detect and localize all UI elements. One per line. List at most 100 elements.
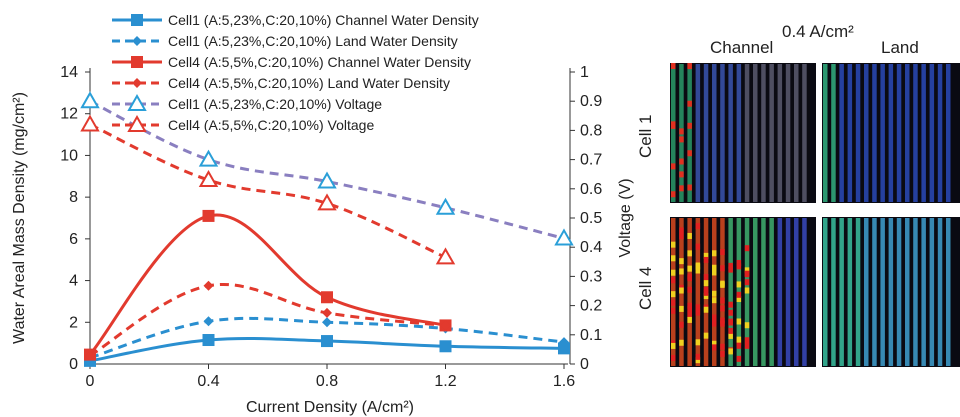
data-point [198,170,219,188]
image-speckle [712,314,717,321]
image-speckle [720,320,725,327]
image-speckle [736,336,742,343]
row-label-cell4: Cell 4 [636,266,655,310]
column-label-channel: Channel [710,38,774,57]
image-speckle [744,337,750,344]
image-speckle [679,158,684,165]
image-stripe [946,218,951,366]
image-speckle [679,171,684,178]
data-point [321,291,333,304]
image-speckle [712,290,717,297]
image-speckle [687,306,692,313]
image-stripe [831,64,836,202]
image-background [670,63,816,203]
y-tick-label: 14 [60,64,78,81]
series-line [88,213,446,356]
image-stripe [864,64,869,202]
axes-group: 0 0.4 0.8 1.2 1.6 0 2 4 6 8 10 12 14 0 0.1 0.2 0.3 0.4 0.5… [60,64,602,390]
image-speckle [728,327,733,334]
image-speckle [687,63,692,70]
image-stripe [855,64,861,202]
x-tick-label: 0.8 [316,373,338,390]
image-speckle [679,268,684,275]
image-speckle [720,343,725,350]
image-speckle [703,287,709,294]
image-stripe [769,64,774,202]
image-speckle [671,63,676,69]
image-speckle [744,287,750,294]
data-point [80,114,100,132]
image-stripe [720,64,725,202]
image-speckle [687,150,692,157]
legend-swatch-marker [131,56,143,68]
image-speckle [728,301,733,308]
image-speckle [679,233,684,240]
image-stripe [864,218,869,366]
image-stripe [761,64,766,202]
legend-label: Cell4 (A:5,5%,C:20,10%) Voltage [168,117,374,133]
image-stripe [802,218,807,366]
image-speckle [695,309,701,316]
series-6 [80,114,456,265]
legend: Cell1 (A:5,23%,C:20,10%) Channel Water D… [112,12,479,133]
y2-tick-label: 0.3 [580,268,602,285]
image-speckle [712,264,717,271]
image-stripe [777,218,783,366]
image-speckle [679,305,684,312]
data-point [559,337,569,348]
image-stripe [929,64,935,202]
series-line [89,123,447,259]
image-stripe [728,64,733,202]
image-stripe [839,218,844,366]
image-speckle [703,256,709,263]
image-stripe [695,218,701,366]
image-stripe [921,64,926,202]
series-line [89,283,446,357]
y-tick-label: 2 [69,314,78,331]
image-speckle [744,271,750,278]
image-speckle [703,280,709,287]
data-point [198,149,219,167]
image-speckle [695,263,701,270]
image-speckle [744,342,750,349]
image-speckle [679,258,684,265]
legend-swatch-marker [132,36,142,46]
image-speckle [720,350,725,357]
y2-tick-label: 0.1 [580,327,602,344]
image-speckle [679,227,684,234]
data-point [85,350,95,361]
image-speckle [671,255,676,262]
image-speckle [671,307,676,314]
image-speckle [679,339,684,346]
y2-tick-label: 0.4 [580,239,602,256]
image-speckle [695,304,701,311]
image-speckle [671,299,676,306]
series-group [80,91,574,367]
image-speckle [679,136,684,143]
y-tick-label: 12 [60,106,78,123]
x-tick-label: 0 [86,373,95,390]
data-point [435,247,456,265]
image-speckle [687,311,692,318]
image-speckle [687,286,692,293]
image-background [670,217,816,367]
image-speckle [744,279,750,286]
image-speckle [671,277,676,284]
legend-swatch-marker [127,114,147,132]
y2-tick-label: 0.9 [580,93,602,110]
image-speckle [679,185,684,192]
legend-swatch-marker [131,14,143,26]
image-stripe [736,64,742,202]
image-stripe [703,64,709,202]
image-cell4-channel [670,217,816,367]
image-speckle [712,297,717,304]
image-speckle [720,265,725,272]
image-speckle [736,281,742,288]
data-point [202,209,215,222]
image-speckle [728,319,733,326]
legend-item: Cell4 (A:5,5%,C:20,10%) Channel Water De… [112,54,471,70]
image-stripe [847,64,853,202]
image-speckle [736,342,742,349]
image-speckle [687,232,692,239]
